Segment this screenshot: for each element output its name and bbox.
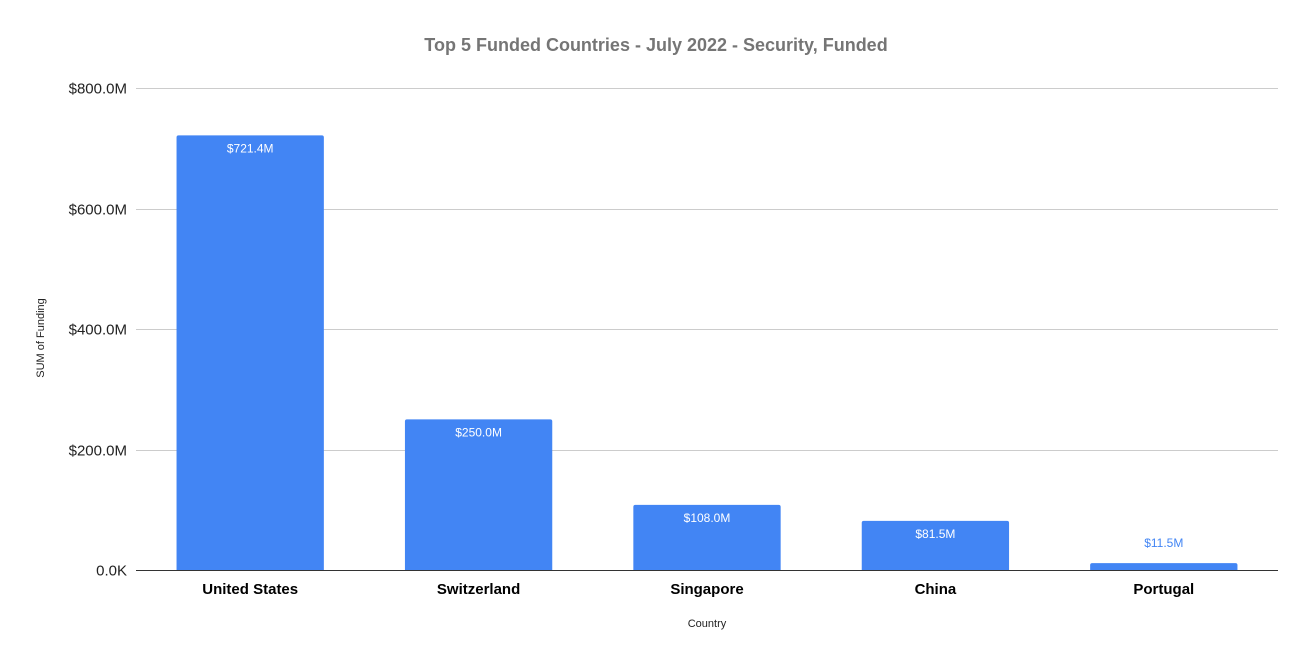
x-tick-label: Singapore xyxy=(670,581,743,598)
y-tick-label: $800.0M xyxy=(69,81,127,98)
x-tick-label: China xyxy=(915,581,957,598)
bar xyxy=(633,504,781,570)
bar xyxy=(1090,563,1238,570)
y-tick-label: $400.0M xyxy=(69,322,127,339)
x-tick-label: United States xyxy=(202,581,298,598)
y-tick-label: 0.0K xyxy=(96,563,127,580)
bar xyxy=(176,135,324,570)
data-label: $108.0M xyxy=(684,511,731,525)
y-axis-label: SUM of Funding xyxy=(35,298,47,377)
data-label: $721.4M xyxy=(227,141,274,155)
y-axis-ticks: 0.0K $200.0M $400.0M $600.0M $800.0M xyxy=(69,81,127,580)
x-tick-label: Switzerland xyxy=(437,581,520,598)
chart-title: Top 5 Funded Countries - July 2022 - Sec… xyxy=(424,35,887,55)
gridlines xyxy=(136,88,1278,451)
data-label: $81.5M xyxy=(915,527,955,541)
y-tick-label: $600.0M xyxy=(69,202,127,219)
bar xyxy=(861,520,1010,570)
data-label: $11.5M xyxy=(1144,536,1183,550)
bar xyxy=(404,419,553,570)
y-tick-label: $200.0M xyxy=(69,443,127,460)
x-axis-label: Country xyxy=(688,618,727,630)
x-tick-label: Portugal xyxy=(1133,581,1194,598)
x-axis-ticks: United States Switzerland Singapore China Po… xyxy=(202,581,1194,598)
data-label: $250.0M xyxy=(455,425,502,439)
bars: $721.4M $250.0M $108.0M $81.5M $11.5M xyxy=(176,135,1238,570)
